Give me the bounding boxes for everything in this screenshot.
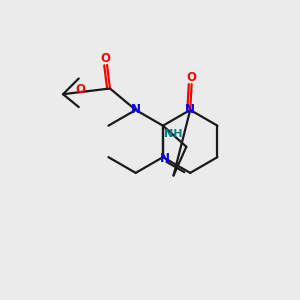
Text: NH: NH: [164, 129, 182, 139]
Text: N: N: [185, 103, 195, 116]
Text: N: N: [131, 103, 141, 116]
Text: O: O: [75, 83, 85, 96]
Text: O: O: [101, 52, 111, 65]
Text: N: N: [159, 152, 170, 165]
Text: O: O: [187, 71, 196, 84]
